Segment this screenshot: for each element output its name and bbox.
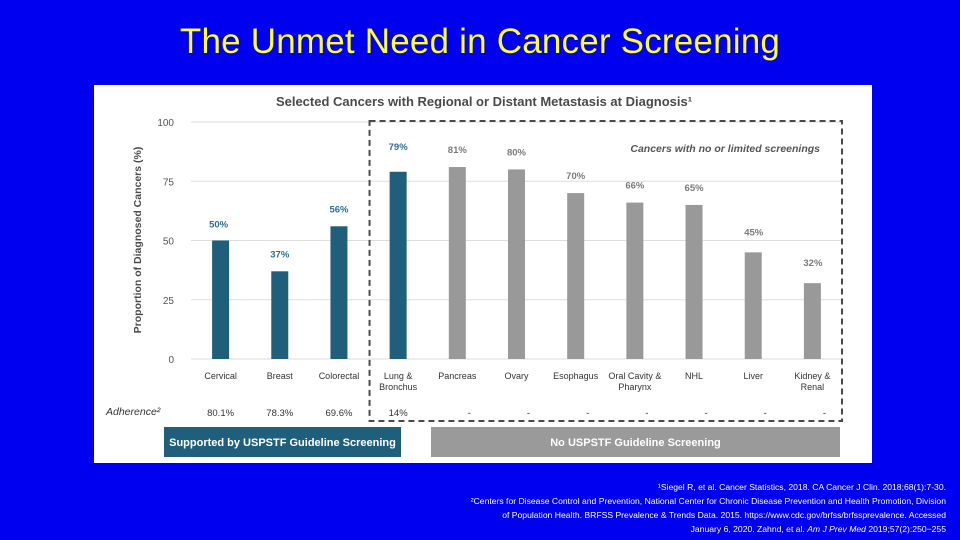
bar bbox=[744, 252, 762, 359]
y-tick-label: 0 bbox=[168, 355, 174, 366]
adherence-value: 69.6% bbox=[325, 408, 352, 419]
y-tick-label: 25 bbox=[163, 296, 175, 307]
bar bbox=[271, 271, 289, 359]
adherence-value: - bbox=[586, 408, 589, 419]
adherence-value: 78.3% bbox=[266, 408, 293, 419]
adherence-value: - bbox=[645, 408, 648, 419]
adherence-value: 14% bbox=[389, 408, 409, 419]
slide-title: The Unmet Need in Cancer Screening bbox=[179, 22, 781, 61]
bar-value-label: 80% bbox=[507, 147, 527, 158]
adherence-value: - bbox=[468, 408, 471, 419]
legend-screened bbox=[164, 427, 401, 457]
value-labels: 50% 37% 56% 79% 81% 80% 70% 66% 65% 45% 32% bbox=[209, 142, 823, 269]
bar bbox=[803, 283, 821, 359]
adherence-value: 80.1% bbox=[207, 408, 234, 419]
adherence-values: 80.1% 78.3% 69.6% 14% - - - - - - - bbox=[207, 408, 826, 419]
limited-screening-box bbox=[368, 120, 843, 422]
bar-value-label: 79% bbox=[389, 142, 409, 153]
bars bbox=[212, 167, 821, 359]
bar-value-label: 50% bbox=[209, 220, 229, 231]
chart-panel: Selected Cancers with Regional or Distan… bbox=[94, 85, 872, 463]
bar bbox=[567, 193, 585, 359]
adherence-value: - bbox=[764, 408, 767, 419]
legend-unscreened bbox=[431, 427, 840, 457]
y-tick-label: 50 bbox=[163, 237, 175, 248]
bar bbox=[508, 169, 525, 359]
bar-value-label: 65% bbox=[685, 183, 705, 194]
bar bbox=[626, 202, 644, 359]
bar bbox=[448, 167, 466, 359]
footnote-4a: January 6, 2020. Zahnd, et al. bbox=[690, 524, 808, 534]
x-tick-label: Liver bbox=[743, 371, 763, 381]
x-tick-label: Breast bbox=[267, 371, 294, 381]
x-tick-label: NHL bbox=[685, 371, 703, 381]
adherence-label: Adherence² bbox=[105, 406, 161, 418]
y-tick-label: 100 bbox=[157, 118, 174, 129]
x-tick-labels: Cervical Breast Colorectal Lung & Bronchus Pa… bbox=[204, 371, 830, 392]
gridlines: 0 25 50 75 100 bbox=[157, 118, 842, 366]
footnote-3: of Population Health. BRFSS Prevalence &… bbox=[502, 510, 946, 520]
footnote-4-journal: Am J Prev Med bbox=[807, 524, 866, 534]
bar-value-label: 37% bbox=[270, 249, 290, 260]
adherence-value: - bbox=[704, 408, 707, 419]
group-legend: Supported by USPSTF Guideline Screening N… bbox=[164, 427, 840, 457]
x-tick-label: Esophagus bbox=[553, 371, 599, 381]
footnote-1: ¹Siegel R, et al. Cancer Statistics, 201… bbox=[657, 482, 946, 492]
bar-value-label: 32% bbox=[803, 258, 823, 269]
bar-value-label: 45% bbox=[744, 227, 764, 238]
bar bbox=[389, 171, 407, 359]
bar bbox=[685, 204, 703, 359]
bar-value-label: 70% bbox=[566, 171, 586, 182]
y-tick-label: 75 bbox=[163, 177, 175, 188]
bar bbox=[212, 240, 230, 359]
adherence-value: - bbox=[823, 408, 826, 419]
x-tick-label: Kidney & Renal bbox=[794, 371, 830, 392]
bar-chart: Selected Cancers with Regional or Distan… bbox=[105, 94, 843, 457]
footnote-4c: 2019;57(2):250−255 bbox=[865, 524, 946, 534]
chart-title: Selected Cancers with Regional or Distan… bbox=[276, 94, 692, 109]
x-tick-label: Cervical bbox=[204, 371, 237, 381]
bar bbox=[330, 226, 348, 359]
y-axis-label: Proportion of Diagnosed Cancers (%) bbox=[132, 147, 144, 334]
box-annotation: Cancers with no or limited screenings bbox=[630, 143, 820, 155]
footnote-2: ²Centers for Disease Control and Prevent… bbox=[470, 496, 946, 506]
x-tick-label: Colorectal bbox=[319, 371, 360, 381]
bar-value-label: 81% bbox=[448, 145, 468, 156]
legend-screened-label: Supported by USPSTF Guideline Screening bbox=[169, 437, 396, 449]
bar-value-label: 56% bbox=[329, 204, 349, 215]
footnote-4: January 6, 2020. Zahnd, et al. Am J Prev… bbox=[386, 522, 946, 536]
footnotes: ¹Siegel R, et al. Cancer Statistics, 201… bbox=[386, 480, 946, 536]
x-tick-label: Ovary bbox=[504, 371, 529, 381]
x-tick-label: Oral Cavity & Pharynx bbox=[608, 371, 661, 392]
x-tick-label: Lung & Bronchus bbox=[379, 371, 418, 392]
adherence-value: - bbox=[527, 408, 530, 419]
legend-unscreened-label: No USPSTF Guideline Screening bbox=[550, 437, 721, 449]
bar-value-label: 66% bbox=[625, 181, 645, 192]
x-tick-label: Pancreas bbox=[438, 371, 477, 381]
